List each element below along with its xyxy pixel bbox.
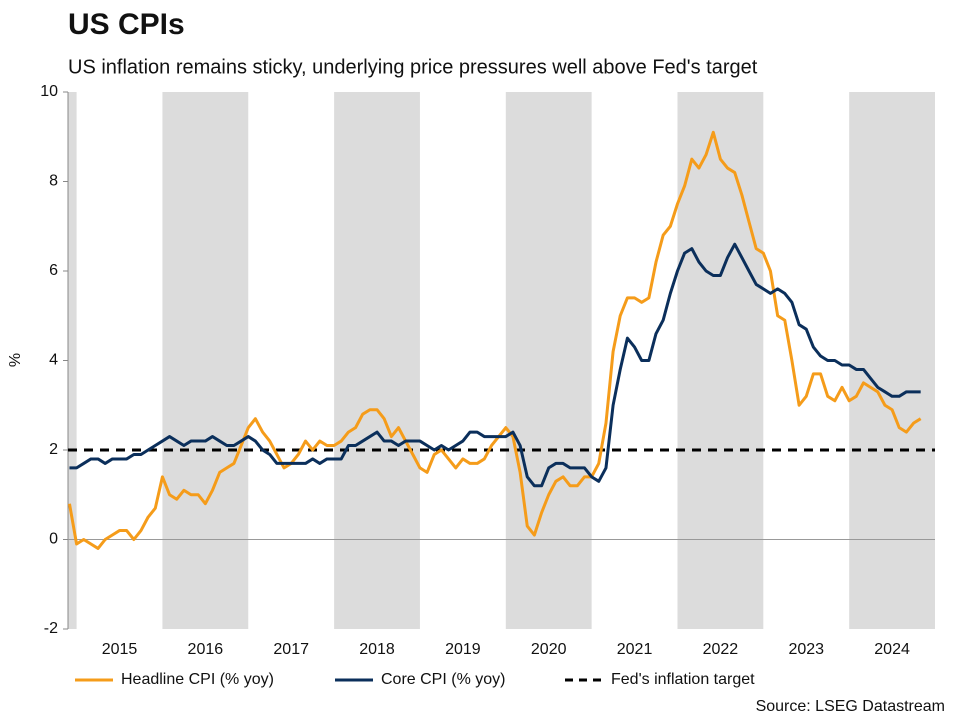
shaded-band bbox=[849, 92, 935, 629]
y-axis-label: % bbox=[7, 353, 24, 367]
x-tick-label: 2024 bbox=[874, 641, 910, 658]
y-tick-label: 6 bbox=[49, 262, 58, 279]
x-tick-label: 2021 bbox=[617, 641, 653, 658]
chart-subtitle: US inflation remains sticky, underlying … bbox=[68, 56, 758, 78]
y-tick-label: 0 bbox=[49, 531, 58, 548]
y-tick-label: -2 bbox=[44, 620, 58, 637]
x-tick-label: 2019 bbox=[445, 641, 481, 658]
x-tick-label: 2015 bbox=[102, 641, 138, 658]
legend-label: Core CPI (% yoy) bbox=[381, 671, 505, 688]
shaded-band bbox=[68, 92, 77, 629]
shaded-band bbox=[505, 92, 592, 629]
legend-label: Fed's inflation target bbox=[611, 671, 755, 688]
legend-label: Headline CPI (% yoy) bbox=[121, 671, 274, 688]
shaded-band bbox=[677, 92, 764, 629]
x-tick-label: 2022 bbox=[703, 641, 739, 658]
chart-title: US CPIs bbox=[68, 8, 185, 41]
x-tick-label: 2017 bbox=[273, 641, 309, 658]
x-tick-label: 2023 bbox=[788, 641, 824, 658]
series-line bbox=[67, 130, 922, 550]
shaded-band bbox=[334, 92, 420, 629]
y-tick-label: 8 bbox=[49, 173, 58, 190]
x-tick-label: 2016 bbox=[188, 641, 224, 658]
source: Source: LSEG Datastream bbox=[756, 698, 945, 715]
series-line bbox=[69, 242, 921, 488]
y-tick-label: 2 bbox=[49, 441, 58, 458]
y-tick-label: 4 bbox=[49, 352, 58, 369]
shaded-band bbox=[162, 92, 249, 629]
x-tick-label: 2020 bbox=[531, 641, 567, 658]
y-tick-label: 10 bbox=[40, 83, 58, 100]
x-tick-label: 2018 bbox=[359, 641, 395, 658]
